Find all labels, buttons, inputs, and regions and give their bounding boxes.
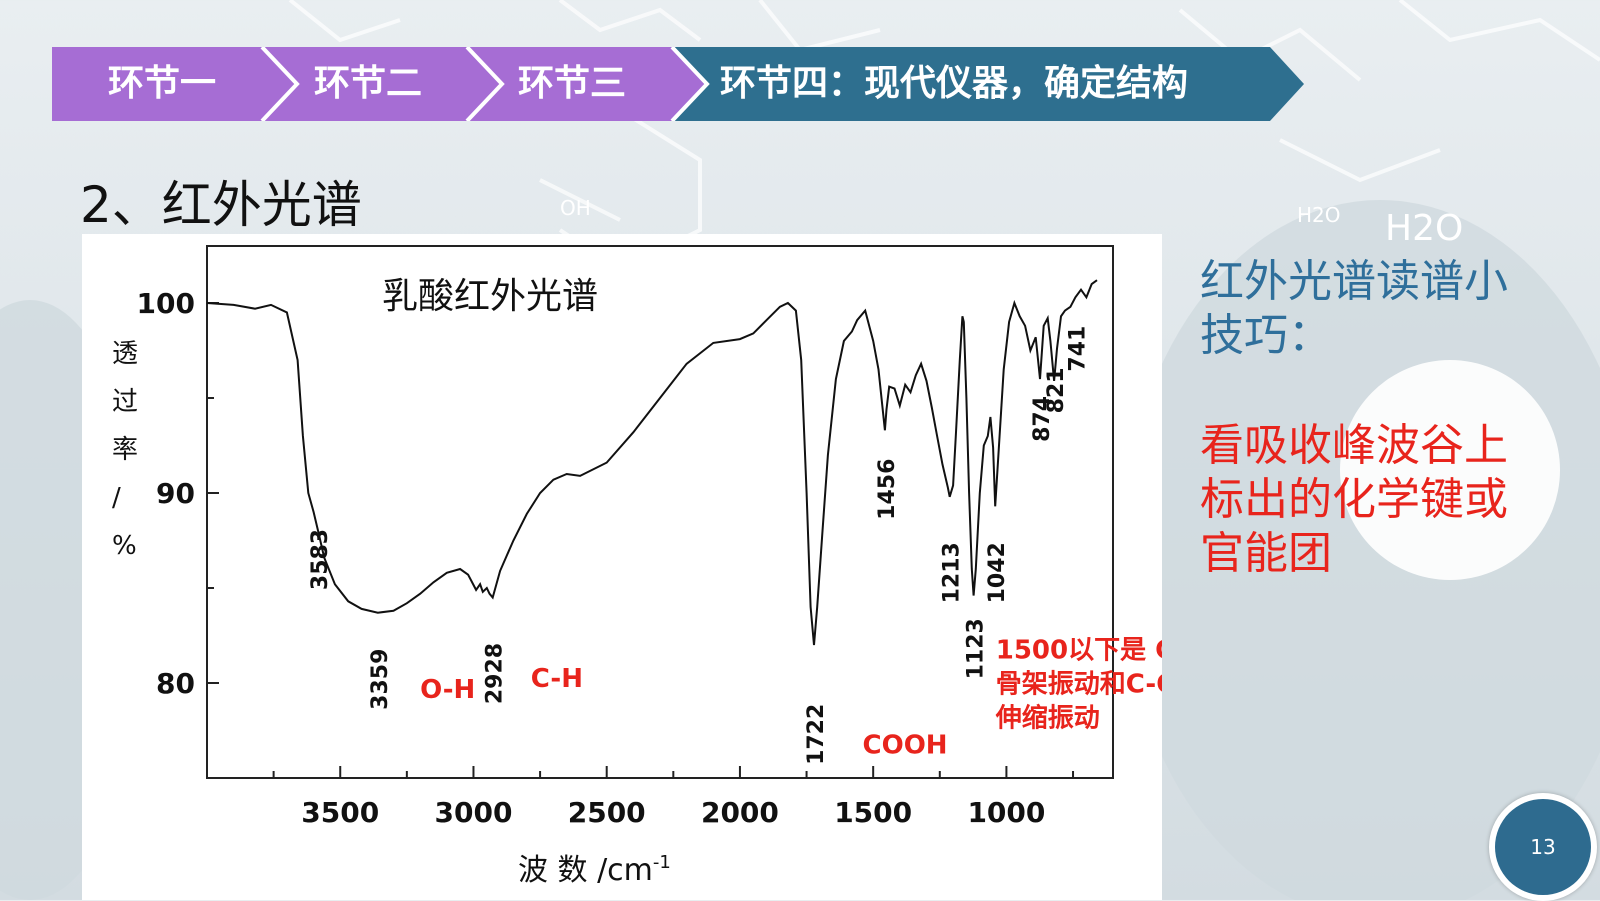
peak-label-1042: 1042 [985, 542, 1010, 603]
x-tick-label: 1000 [967, 796, 1045, 829]
peak-label-1456: 1456 [875, 459, 900, 520]
x-tick-label: 2000 [701, 796, 779, 829]
step-3-chevron[interactable] [467, 47, 707, 121]
peak-label-3583: 3583 [308, 529, 333, 590]
peak-label-1213: 1213 [940, 542, 965, 603]
tips-body: 看吸收峰波谷上标出的化学键或官能团 [1200, 420, 1508, 579]
x-tick-label: 3500 [301, 796, 379, 829]
step-progress-bar: 环节一 环节二 环节三 环节四：现代仪器，确定结构 [52, 47, 1312, 121]
step-1-label: 环节一 [108, 63, 217, 104]
tips-panel: 红外光谱读谱小技巧： 看吸收峰波谷上标出的化学键或官能团 [1200, 255, 1540, 581]
peak-label-821: 821 [1044, 367, 1069, 413]
y-axis-label-char: % [112, 531, 137, 561]
ir-spectrum-panel: 乳酸红外光谱 透过率 /% 100 90 80 3500 3000 2500 2000 150… [82, 234, 1162, 900]
y-axis-label-char: / [112, 483, 121, 513]
peak-label-1123: 1123 [964, 618, 989, 679]
peak-label-874: 874 [1030, 396, 1055, 442]
x-axis-ticks: 3500 3000 2500 2000 1500 1000 [272, 766, 1075, 829]
x-tick-label: 3000 [435, 796, 513, 829]
annotation-label: COOH [863, 730, 948, 760]
spectrum-line [206, 279, 1098, 646]
annotation-label: C-H [531, 664, 583, 694]
peak-label-3359: 3359 [368, 649, 393, 710]
section-title: 2、红外光谱 [80, 176, 362, 234]
plot-frame [206, 245, 1114, 779]
peak-label-2928: 2928 [483, 643, 508, 704]
x-axis-label-sup: -1 [653, 852, 671, 873]
bg-h2o-text-small: H2O [1297, 203, 1341, 227]
step-4-chevron[interactable] [672, 47, 1304, 121]
bg-oh-text: OH [560, 196, 591, 220]
y-axis-label-char: 透 [112, 339, 138, 369]
x-axis-label-text: 波 数 /cm [518, 853, 653, 888]
step-3-label: 环节三 [518, 63, 627, 104]
annotations: O-H C-H COOH 1500以下是 C-C 骨架振动和C-O的伸缩振动 [420, 635, 1162, 760]
y-tick-label: 80 [156, 667, 195, 700]
y-axis-label-char: 率 [112, 435, 138, 465]
y-tick-label: 100 [137, 287, 195, 320]
annotation-label: 1500以下是 C-C [996, 635, 1162, 665]
step-2-chevron[interactable] [262, 47, 502, 121]
y-axis-label-char: 过 [112, 387, 138, 417]
y-axis-label: 透过率 /% [112, 339, 138, 561]
step-1-chevron[interactable] [52, 47, 297, 121]
peak-label-1722: 1722 [804, 704, 829, 765]
bg-h2o-text-large: H2O [1385, 208, 1463, 249]
peak-label-741: 741 [1065, 326, 1090, 372]
y-tick-label: 90 [156, 477, 195, 510]
x-tick-label: 1500 [834, 796, 912, 829]
step-2-label: 环节二 [314, 63, 423, 104]
ir-spectrum-chart: 乳酸红外光谱 透过率 /% 100 90 80 3500 3000 2500 2000 150… [112, 245, 1162, 888]
page-number: 13 [1495, 799, 1591, 895]
x-axis-label: 波 数 /cm-1 [518, 852, 671, 888]
y-axis-ticks: 100 90 80 [137, 287, 219, 700]
annotation-label: O-H [420, 675, 475, 705]
x-tick-label: 2500 [568, 796, 646, 829]
annotation-label: 伸缩振动 [995, 703, 1100, 734]
tips-heading: 红外光谱读谱小技巧： [1200, 256, 1508, 361]
peak-labels: 3583 3359 2928 1722 1456 1213 1123 1042 87482174… [308, 326, 1090, 765]
chart-title: 乳酸红外光谱 [382, 276, 598, 317]
page-number-badge: 13 [1489, 793, 1597, 901]
step-4-label: 环节四：现代仪器，确定结构 [720, 63, 1189, 104]
annotation-label: 骨架振动和C-O的 [996, 669, 1162, 700]
